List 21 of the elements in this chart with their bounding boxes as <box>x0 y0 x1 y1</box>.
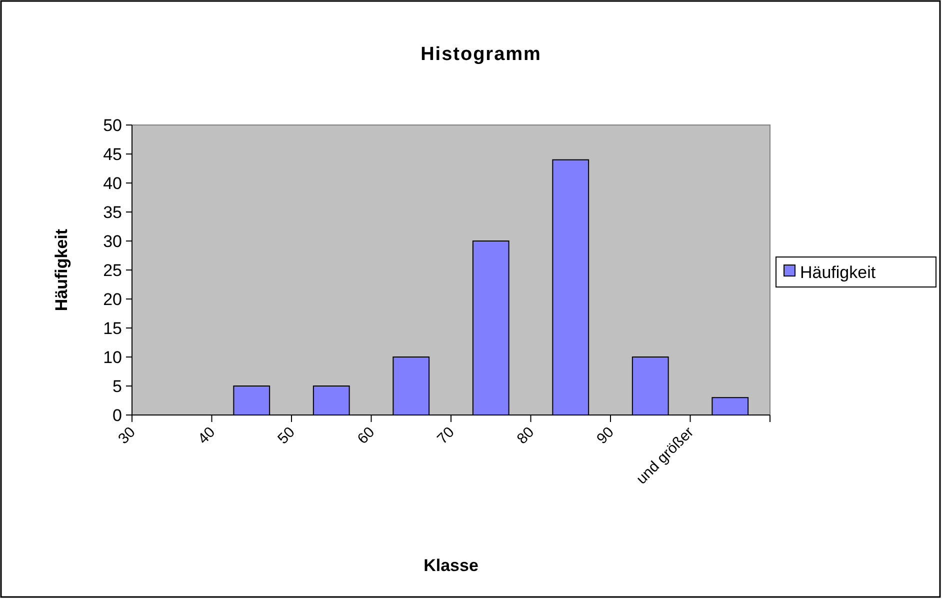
x-tick-label: 50 <box>274 424 298 448</box>
y-tick-label: 10 <box>103 348 122 367</box>
y-tick-label: 25 <box>103 261 122 280</box>
x-axis-title: Klasse <box>424 556 478 575</box>
y-tick-label: 50 <box>103 116 122 135</box>
x-tick-label: 40 <box>194 424 219 448</box>
x-tick-label: 60 <box>354 424 378 448</box>
y-tick-label: 45 <box>103 145 122 164</box>
y-tick-label: 30 <box>103 232 122 251</box>
x-tick-label: 90 <box>594 424 618 448</box>
y-tick-label: 0 <box>112 406 122 425</box>
y-axis-title: Häufigkeit <box>52 228 71 312</box>
y-tick-label: 20 <box>103 290 122 309</box>
x-tick-label: 70 <box>434 424 458 448</box>
y-tick-label: 40 <box>103 174 122 193</box>
y-tick-label: 15 <box>103 319 122 338</box>
y-tick-label: 5 <box>112 377 122 396</box>
y-tick-label: 35 <box>103 203 122 222</box>
chart-title: Histogramm <box>420 44 542 65</box>
legend-label: Häufigkeit <box>800 263 876 282</box>
x-tick-label: 80 <box>514 424 538 448</box>
